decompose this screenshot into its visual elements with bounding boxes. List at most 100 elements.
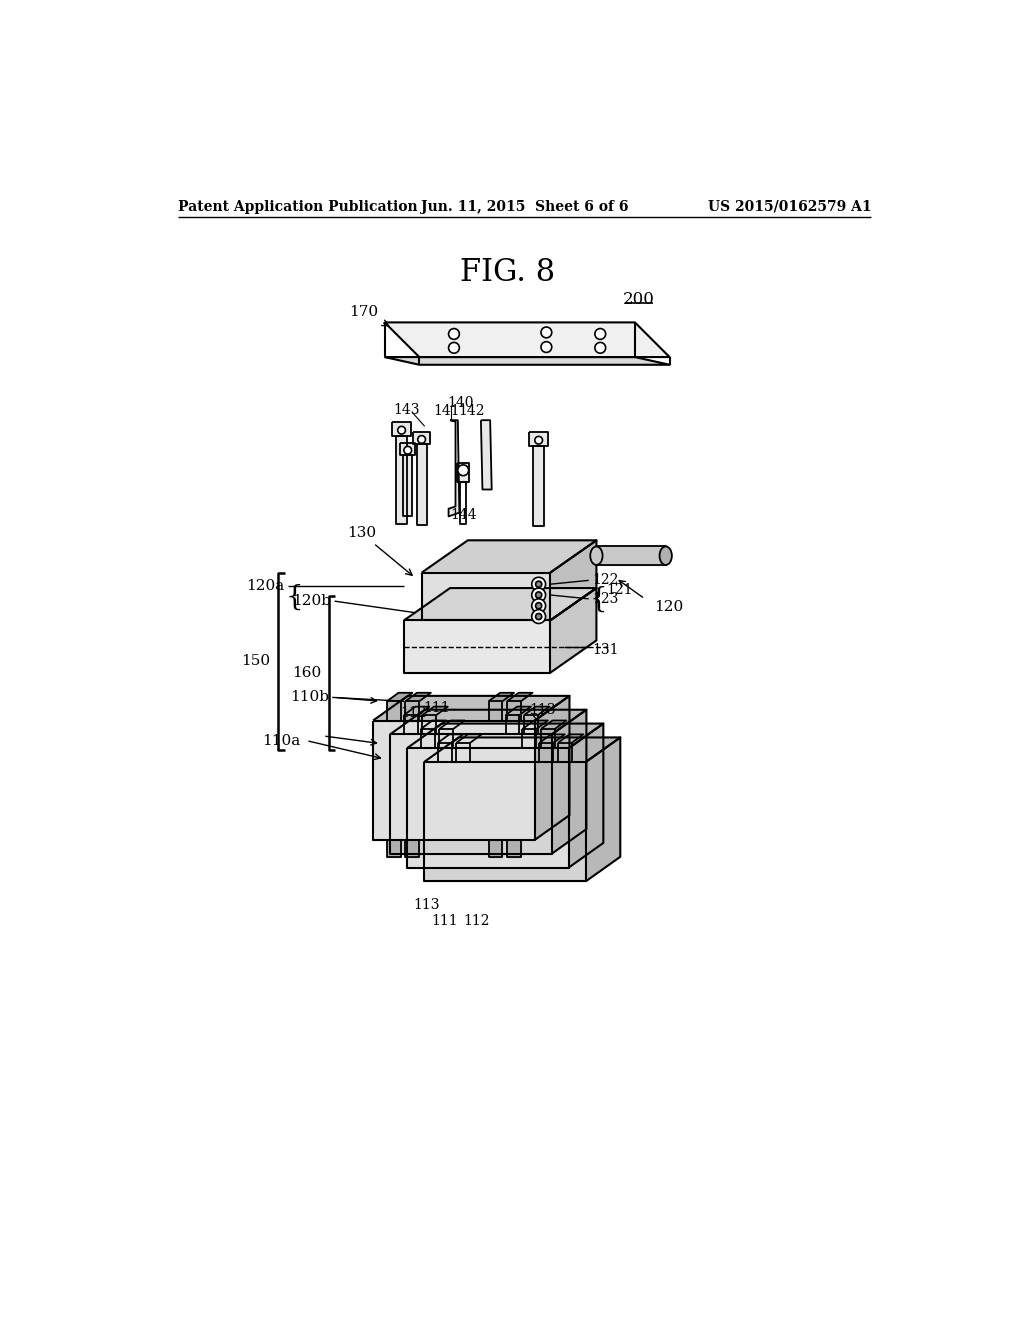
Text: 113: 113 bbox=[413, 899, 439, 912]
Text: 144: 144 bbox=[450, 508, 476, 521]
Polygon shape bbox=[522, 721, 548, 729]
Polygon shape bbox=[438, 743, 452, 762]
Text: 110b: 110b bbox=[290, 690, 330, 705]
Polygon shape bbox=[535, 696, 569, 840]
Polygon shape bbox=[390, 734, 552, 854]
Polygon shape bbox=[529, 432, 548, 446]
Text: 113: 113 bbox=[529, 704, 556, 718]
Polygon shape bbox=[558, 734, 584, 743]
Polygon shape bbox=[385, 358, 670, 364]
Circle shape bbox=[541, 327, 552, 338]
Polygon shape bbox=[541, 721, 566, 729]
Text: 120: 120 bbox=[654, 599, 683, 614]
Circle shape bbox=[535, 437, 543, 444]
Text: 121: 121 bbox=[606, 582, 633, 597]
Text: 140: 140 bbox=[446, 396, 473, 411]
Circle shape bbox=[449, 329, 460, 339]
Polygon shape bbox=[439, 729, 454, 748]
Polygon shape bbox=[552, 710, 587, 854]
Polygon shape bbox=[407, 723, 603, 748]
Text: 141: 141 bbox=[433, 404, 460, 418]
Text: {: { bbox=[286, 583, 303, 611]
Text: 170: 170 bbox=[349, 305, 388, 326]
Polygon shape bbox=[439, 721, 465, 729]
Polygon shape bbox=[403, 620, 550, 673]
Text: 123: 123 bbox=[593, 591, 618, 606]
Text: 143: 143 bbox=[393, 403, 420, 417]
Polygon shape bbox=[438, 734, 463, 743]
Polygon shape bbox=[417, 444, 427, 525]
Circle shape bbox=[531, 599, 546, 612]
Text: 112: 112 bbox=[400, 706, 426, 719]
Polygon shape bbox=[422, 706, 447, 715]
Circle shape bbox=[536, 581, 542, 587]
Polygon shape bbox=[488, 693, 514, 701]
Polygon shape bbox=[403, 706, 429, 715]
Polygon shape bbox=[507, 693, 532, 701]
Circle shape bbox=[449, 342, 460, 354]
Circle shape bbox=[595, 342, 605, 354]
Text: 150: 150 bbox=[242, 655, 270, 668]
Polygon shape bbox=[488, 701, 503, 721]
Polygon shape bbox=[507, 840, 521, 857]
Text: 130: 130 bbox=[347, 527, 412, 576]
Text: 111: 111 bbox=[431, 913, 458, 928]
Circle shape bbox=[536, 591, 542, 598]
Polygon shape bbox=[457, 734, 481, 743]
Text: Patent Application Publication: Patent Application Publication bbox=[178, 199, 418, 214]
Text: {: { bbox=[590, 585, 607, 612]
Polygon shape bbox=[586, 738, 621, 882]
Polygon shape bbox=[541, 729, 555, 748]
Circle shape bbox=[397, 426, 406, 434]
Text: 142: 142 bbox=[459, 404, 485, 418]
Polygon shape bbox=[558, 743, 571, 762]
Polygon shape bbox=[403, 455, 413, 516]
Polygon shape bbox=[522, 729, 537, 748]
Circle shape bbox=[403, 446, 412, 454]
Polygon shape bbox=[373, 721, 535, 840]
Polygon shape bbox=[421, 721, 446, 729]
Circle shape bbox=[541, 342, 552, 352]
Polygon shape bbox=[524, 706, 550, 715]
Polygon shape bbox=[406, 693, 431, 701]
Polygon shape bbox=[406, 701, 419, 721]
Polygon shape bbox=[403, 715, 418, 734]
Text: FIG. 8: FIG. 8 bbox=[461, 257, 555, 288]
Ellipse shape bbox=[590, 546, 602, 565]
Polygon shape bbox=[424, 762, 586, 882]
Polygon shape bbox=[540, 734, 565, 743]
Polygon shape bbox=[424, 738, 621, 762]
Text: 120a: 120a bbox=[247, 578, 285, 593]
Polygon shape bbox=[422, 540, 596, 573]
Polygon shape bbox=[550, 589, 596, 673]
Polygon shape bbox=[387, 693, 413, 701]
Polygon shape bbox=[524, 715, 538, 734]
Polygon shape bbox=[403, 589, 596, 620]
Ellipse shape bbox=[659, 546, 672, 565]
Polygon shape bbox=[396, 436, 407, 524]
Polygon shape bbox=[373, 696, 569, 721]
Polygon shape bbox=[449, 420, 460, 516]
Text: 112: 112 bbox=[464, 913, 490, 928]
Polygon shape bbox=[488, 840, 503, 857]
Text: US 2015/0162579 A1: US 2015/0162579 A1 bbox=[708, 199, 871, 214]
Text: 120b: 120b bbox=[292, 594, 331, 609]
Circle shape bbox=[458, 465, 469, 475]
Polygon shape bbox=[596, 546, 666, 565]
Polygon shape bbox=[422, 715, 436, 734]
Text: 122: 122 bbox=[593, 573, 618, 587]
Text: 131: 131 bbox=[593, 643, 620, 656]
Circle shape bbox=[536, 603, 542, 609]
Circle shape bbox=[536, 614, 542, 619]
Polygon shape bbox=[568, 723, 603, 867]
Polygon shape bbox=[481, 420, 492, 490]
Polygon shape bbox=[406, 840, 419, 857]
Polygon shape bbox=[507, 701, 521, 721]
Polygon shape bbox=[413, 432, 430, 444]
Text: 200: 200 bbox=[623, 290, 654, 308]
Circle shape bbox=[531, 589, 546, 602]
Polygon shape bbox=[506, 706, 531, 715]
Polygon shape bbox=[550, 540, 596, 620]
Text: 111: 111 bbox=[424, 701, 451, 715]
Circle shape bbox=[531, 610, 546, 623]
